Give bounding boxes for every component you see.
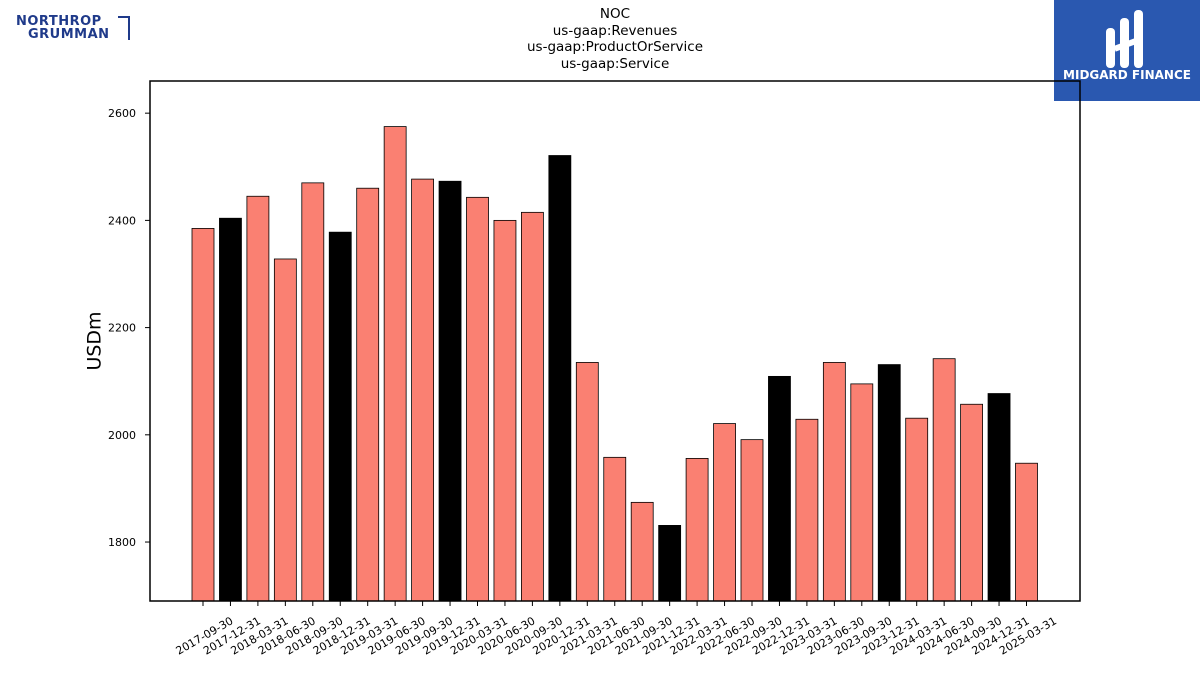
bar-2018-12-31 bbox=[328, 231, 352, 602]
bar-2020-09-30 bbox=[521, 211, 544, 602]
bar-2022-06-30 bbox=[713, 423, 736, 602]
y-axis-label: USDm bbox=[84, 311, 106, 370]
logo-bracket bbox=[128, 16, 130, 40]
x-axis: 2017-09-302017-12-312018-03-312018-06-30… bbox=[174, 601, 1059, 658]
logo-bracket-top bbox=[118, 16, 130, 18]
bar-2022-12-31 bbox=[768, 375, 791, 602]
bar-2019-12-31 bbox=[438, 180, 462, 602]
title-line-3: us-gaap:ProductOrService bbox=[526, 39, 704, 55]
y-tick-label: 2200 bbox=[108, 322, 136, 335]
bar-2017-12-31 bbox=[219, 217, 242, 602]
y-tick-label: 2000 bbox=[108, 429, 136, 442]
chart-title: NOC us-gaap:Revenues us-gaap:ProductOrSe… bbox=[415, 6, 815, 72]
midgard-logo-text: MIDGARD FINANCE bbox=[1063, 68, 1191, 82]
bar-2020-03-31 bbox=[466, 196, 489, 602]
bar-2021-09-30 bbox=[630, 501, 654, 602]
bar-2020-12-31 bbox=[548, 155, 572, 602]
y-tick-label: 2600 bbox=[108, 107, 136, 120]
bar-2024-12-31 bbox=[987, 393, 1011, 602]
bar-2019-06-30 bbox=[383, 126, 407, 602]
bar-2020-06-30 bbox=[493, 219, 517, 602]
bar-2023-12-31 bbox=[877, 364, 901, 602]
bar-2017-09-30 bbox=[191, 228, 215, 602]
bar-2022-09-30 bbox=[740, 439, 764, 602]
y-tick-label: 2400 bbox=[108, 214, 136, 227]
bar-2022-03-31 bbox=[685, 457, 709, 602]
bar-2019-03-31 bbox=[356, 187, 380, 602]
northrop-grumman-logo: NORTHROP GRUMMAN bbox=[14, 14, 134, 44]
bar-2021-03-31 bbox=[575, 362, 599, 602]
title-line-2: us-gaap:Revenues bbox=[552, 22, 678, 39]
bar-2023-09-30 bbox=[850, 383, 874, 602]
y-axis: 1800 2000 2200 2400 2600 bbox=[108, 107, 150, 549]
bar-2021-12-31 bbox=[658, 525, 682, 602]
bar-2025-03-31 bbox=[1015, 462, 1038, 602]
bar-2021-06-30 bbox=[603, 456, 627, 602]
bar-2019-09-30 bbox=[411, 178, 435, 602]
midgard-logo-mark-icon bbox=[1106, 10, 1143, 68]
bar-2024-03-31 bbox=[905, 417, 929, 602]
bar-2024-06-30 bbox=[932, 358, 956, 602]
bar-2018-06-30 bbox=[273, 258, 297, 602]
bar-2023-03-31 bbox=[795, 418, 819, 602]
title-line-4: us-gaap:Service bbox=[560, 55, 670, 72]
bar-2023-06-30 bbox=[822, 362, 846, 602]
bar-2018-09-30 bbox=[301, 182, 325, 602]
bar-2018-03-31 bbox=[246, 195, 270, 602]
logo-line-1: NORTHROP bbox=[16, 14, 102, 29]
logo-line-2: GRUMMAN bbox=[28, 27, 110, 42]
bar-2024-09-30 bbox=[960, 403, 983, 602]
y-tick-label: 1800 bbox=[108, 536, 136, 549]
title-line-1: NOC bbox=[599, 6, 631, 22]
bars-group bbox=[191, 126, 1038, 602]
midgard-finance-logo: MIDGARD FINANCE bbox=[1054, 0, 1200, 101]
